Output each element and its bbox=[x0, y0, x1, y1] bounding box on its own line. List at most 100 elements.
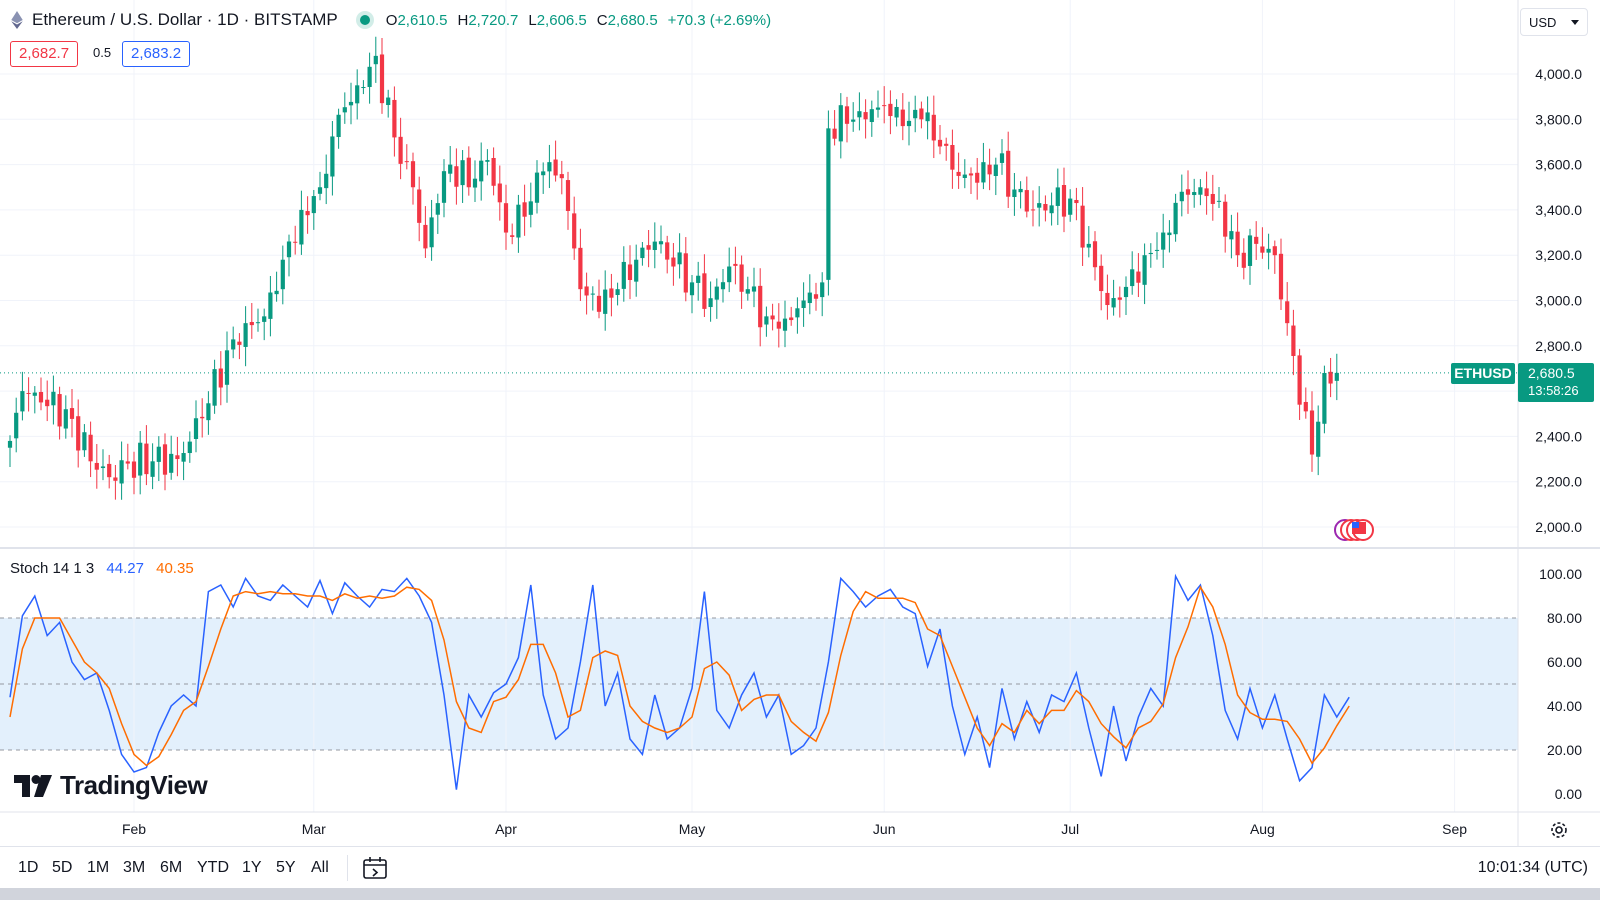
candle-body bbox=[652, 241, 657, 251]
candle-body bbox=[460, 160, 465, 186]
candle-body bbox=[522, 202, 527, 217]
candle-body bbox=[274, 290, 279, 295]
candle-body bbox=[76, 416, 81, 451]
candle-body bbox=[1272, 246, 1277, 256]
candle-body bbox=[1210, 193, 1215, 204]
candle-body bbox=[193, 418, 199, 439]
candle-body bbox=[138, 442, 143, 476]
candle-body bbox=[113, 477, 118, 481]
candle-body bbox=[243, 323, 248, 347]
open-number: 2,610.5 bbox=[397, 11, 448, 29]
candle-body bbox=[838, 105, 843, 142]
candle-body bbox=[1049, 205, 1054, 214]
tf-all[interactable]: All bbox=[311, 859, 329, 876]
close-label: C bbox=[596, 11, 608, 29]
candle-body bbox=[82, 432, 87, 451]
candle-body bbox=[410, 161, 416, 188]
stoch-tick-label: 20.00 bbox=[1547, 742, 1582, 758]
candle-body bbox=[472, 178, 478, 188]
chevron-down-icon bbox=[1571, 19, 1579, 25]
time-tick-label: Apr bbox=[495, 821, 517, 837]
currency-label: USD bbox=[1529, 14, 1557, 30]
candle-body bbox=[286, 241, 292, 258]
candle-body bbox=[404, 161, 409, 163]
candle-body bbox=[1117, 297, 1122, 300]
candle-body bbox=[1185, 189, 1191, 195]
candle-body bbox=[578, 247, 583, 290]
chart-svg[interactable]: 2,000.02,200.02,400.02,600.02,800.03,000… bbox=[0, 0, 1600, 846]
candle-body bbox=[1130, 269, 1135, 287]
candle-body bbox=[14, 412, 19, 439]
open-value: O2,610.5 bbox=[386, 12, 448, 29]
candle-body bbox=[894, 106, 899, 118]
candle-body bbox=[1291, 325, 1296, 356]
tf-5d[interactable]: 5D bbox=[52, 859, 73, 876]
price-tick-label: 3,400.0 bbox=[1535, 202, 1582, 218]
candle-body bbox=[212, 369, 217, 406]
candle-body bbox=[1309, 410, 1315, 455]
candle-body bbox=[888, 103, 893, 117]
calendar-icon[interactable] bbox=[362, 855, 388, 881]
candle-body bbox=[1111, 298, 1116, 308]
candle-body bbox=[764, 316, 769, 325]
candle-body bbox=[658, 241, 664, 245]
tf-5y[interactable]: 5Y bbox=[276, 859, 296, 876]
candle-body bbox=[503, 203, 509, 233]
tf-6m[interactable]: 6M bbox=[160, 859, 183, 876]
candle-body bbox=[150, 461, 155, 477]
candle-body bbox=[311, 196, 316, 214]
utc-clock[interactable]: 10:01:34 (UTC) bbox=[1477, 859, 1588, 876]
candle-body bbox=[869, 109, 874, 123]
candle-body bbox=[305, 211, 310, 216]
candle-body bbox=[423, 224, 428, 249]
tf-1m[interactable]: 1M bbox=[87, 859, 110, 876]
candle-body bbox=[218, 368, 223, 388]
candle-body bbox=[975, 172, 980, 183]
stoch-k-value: 44.27 bbox=[106, 560, 144, 577]
price-tick-label: 3,200.0 bbox=[1535, 247, 1582, 263]
open-label: O bbox=[385, 11, 398, 29]
candle-body bbox=[702, 273, 707, 309]
candle-body bbox=[361, 87, 366, 89]
bar-countdown: 13:58:26 bbox=[1528, 383, 1579, 398]
candle-body bbox=[913, 109, 918, 119]
candle-body bbox=[789, 317, 794, 321]
tradingview-logo[interactable]: TradingView bbox=[14, 770, 208, 801]
candle-body bbox=[1012, 189, 1017, 198]
brand-name: TradingView bbox=[60, 770, 208, 800]
candle-body bbox=[1241, 252, 1246, 268]
buy-price-button[interactable]: 2,683.2 bbox=[122, 41, 191, 67]
candle-body bbox=[516, 204, 521, 238]
currency-select[interactable]: USD bbox=[1520, 8, 1588, 36]
stoch-tick-label: 0.00 bbox=[1555, 786, 1582, 802]
candle-body bbox=[1266, 248, 1271, 253]
tf-1y[interactable]: 1Y bbox=[242, 859, 262, 876]
candle-body bbox=[541, 171, 546, 176]
candle-body bbox=[851, 119, 856, 122]
tf-1d[interactable]: 1D bbox=[18, 859, 39, 876]
stoch-legend[interactable]: Stoch 14 1 3 44.27 40.35 bbox=[10, 560, 194, 577]
tf-ytd[interactable]: YTD bbox=[197, 859, 229, 876]
tf-3m[interactable]: 3M bbox=[123, 859, 146, 876]
symbol-price-label: ETHUSD bbox=[1451, 363, 1515, 384]
tradingview-logo-icon bbox=[14, 774, 52, 797]
candle-body bbox=[32, 392, 37, 396]
candle-body bbox=[1204, 188, 1209, 197]
sell-price-button[interactable]: 2,682.7 bbox=[10, 41, 79, 67]
candle-body bbox=[1229, 231, 1234, 240]
candle-body bbox=[590, 293, 595, 295]
chart-header: Ethereum / U.S. Dollar · 1D · BITSTAMP O… bbox=[10, 8, 771, 32]
settings-icon[interactable] bbox=[1549, 820, 1569, 840]
candle-body bbox=[448, 164, 453, 174]
candle-body bbox=[1099, 265, 1104, 292]
candle-body bbox=[1148, 252, 1153, 255]
candle-body bbox=[627, 264, 633, 280]
candle-body bbox=[609, 288, 614, 298]
candle-body bbox=[1223, 201, 1228, 237]
low-label: L bbox=[528, 11, 537, 29]
symbol-title[interactable]: Ethereum / U.S. Dollar · 1D · BITSTAMP bbox=[32, 10, 338, 29]
candle-body bbox=[906, 120, 912, 127]
market-open-icon[interactable] bbox=[359, 15, 370, 25]
candle-body bbox=[280, 259, 285, 290]
candle-body bbox=[69, 408, 75, 419]
